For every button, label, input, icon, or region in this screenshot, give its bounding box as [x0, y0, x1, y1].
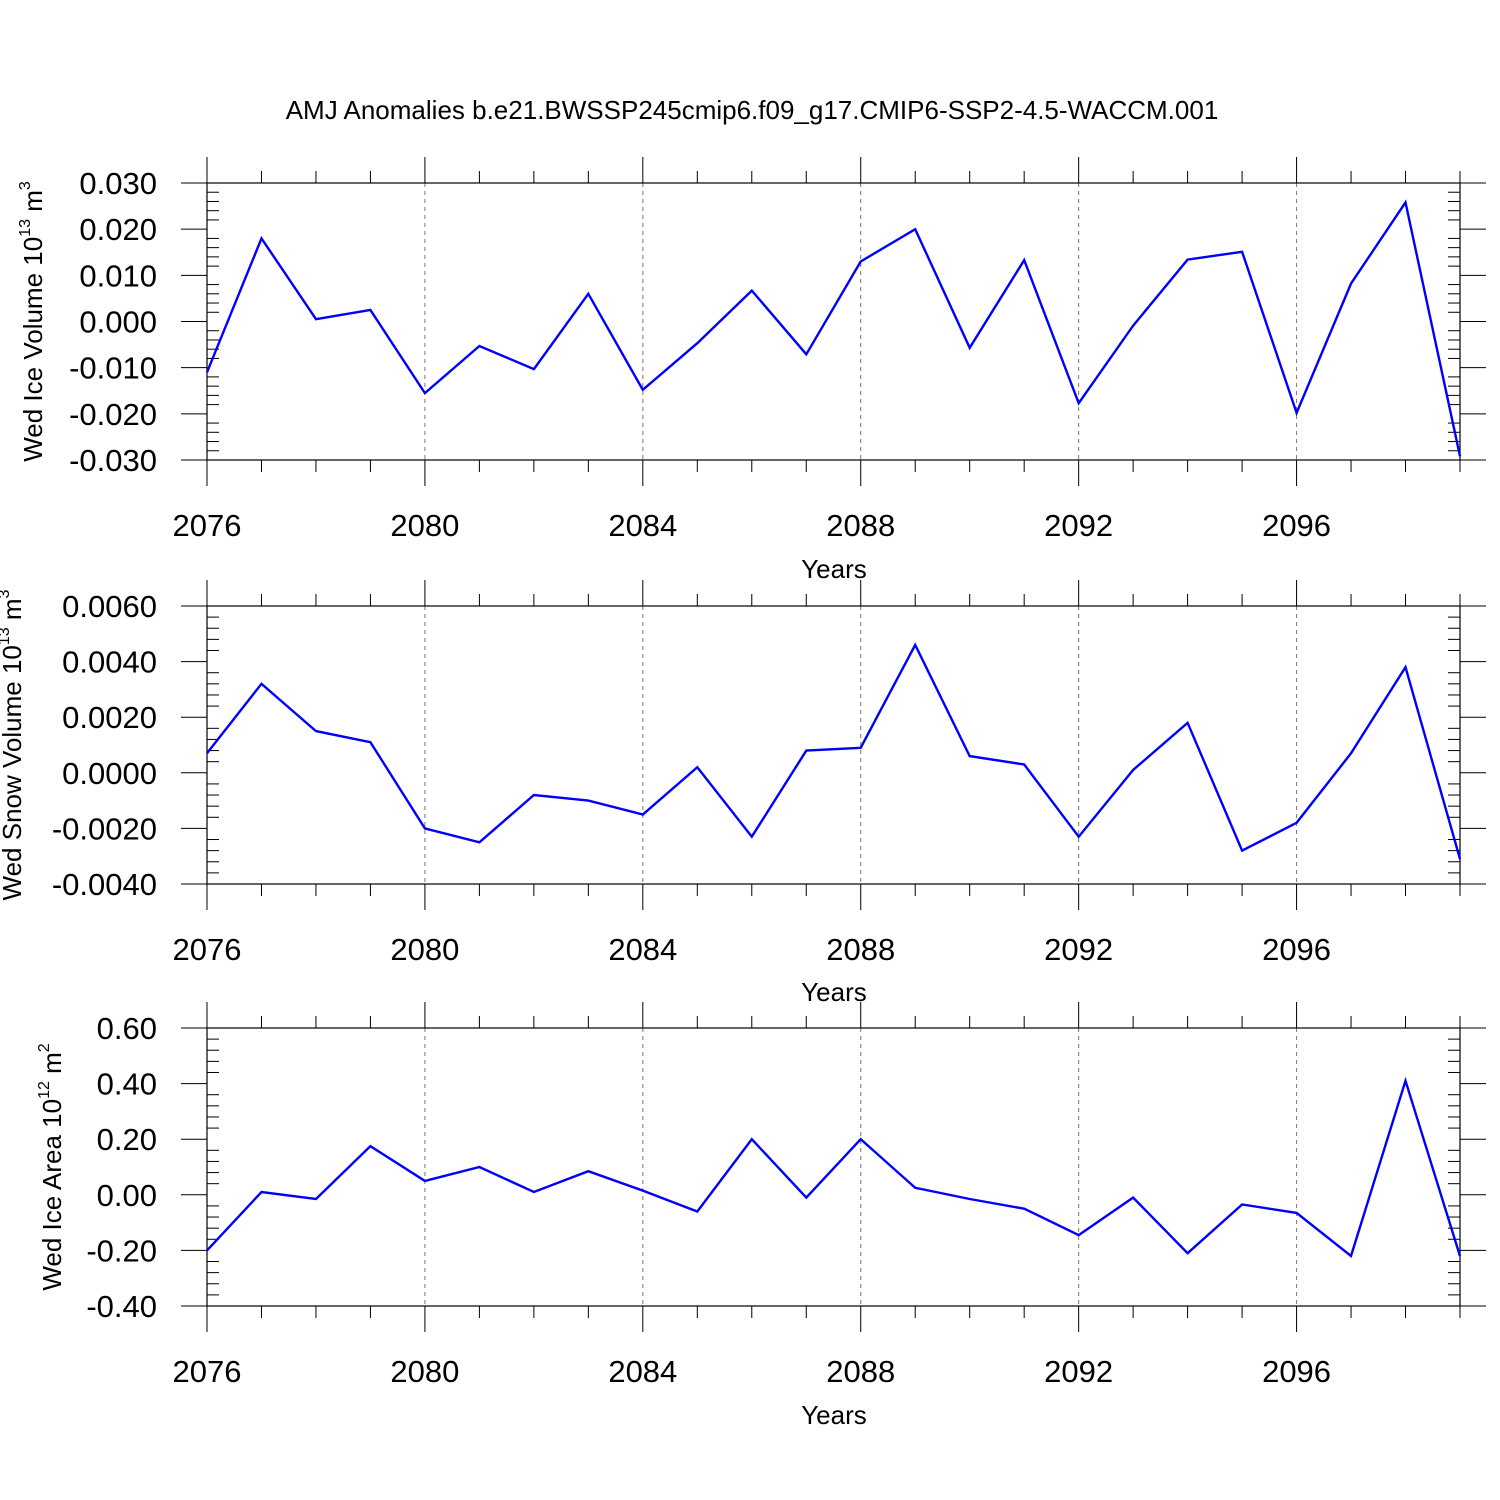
y-tick-label: 0.00 [97, 1178, 157, 1213]
x-tick-label: 2096 [1262, 1354, 1331, 1389]
y-axis-label: Wed Ice Volume 1013 m3 [17, 181, 48, 462]
y-tick-label: -0.0020 [52, 811, 157, 846]
plot-frame [206, 182, 1461, 461]
x-tick-label: 2096 [1262, 932, 1331, 967]
y-axis-label: Wed Ice Area 1012 m2 [36, 1043, 67, 1290]
x-axis-label: Years [801, 1400, 867, 1430]
x-tick-label: 2080 [390, 1354, 459, 1389]
x-tick-label: 2096 [1262, 508, 1331, 543]
y-tick-label: 0.000 [79, 305, 157, 340]
x-tick-label: 2076 [173, 1354, 242, 1389]
panel-snow-volume: 2076 2080 2084 2088 2092 2096 -0.0040 -0.0020 0.… [0, 580, 1486, 1007]
y-tick-label: -0.030 [69, 443, 157, 478]
y-tick-label: -0.020 [69, 397, 157, 432]
y-tick-label: 0.0040 [62, 645, 157, 680]
x-tick-label: 2088 [826, 932, 895, 967]
y-tick-label: 0.60 [97, 1011, 157, 1046]
x-tick-label: 2080 [390, 508, 459, 543]
x-tick-label: 2076 [173, 508, 242, 543]
y-tick-label: 0.010 [79, 258, 157, 293]
plot-frame [206, 605, 1461, 885]
y-tick-label: 0.40 [97, 1067, 157, 1102]
x-tick-label: 2088 [826, 1354, 895, 1389]
y-tick-label: 0.020 [79, 212, 157, 247]
plot-frame [206, 1027, 1461, 1307]
y-tick-label: 0.0020 [62, 700, 157, 735]
y-tick-label: -0.0040 [52, 867, 157, 902]
x-tick-label: 2092 [1044, 932, 1113, 967]
x-tick-label: 2088 [826, 508, 895, 543]
x-axis-label: Years [801, 554, 867, 584]
y-tick-label: -0.20 [86, 1233, 157, 1268]
x-tick-label: 2084 [608, 508, 677, 543]
x-tick-label: 2084 [608, 932, 677, 967]
y-axis-label: Wed Snow Volume 1013 m3 [0, 589, 27, 900]
series-line [206, 642, 1462, 860]
series-line [205, 199, 1462, 457]
y-tick-label: -0.40 [86, 1289, 157, 1324]
series-line [206, 1076, 1462, 1259]
y-tick-label: 0.030 [79, 166, 157, 201]
y-tick-label: -0.010 [69, 351, 157, 386]
figure-title: AMJ Anomalies b.e21.BWSSP245cmip6.f09_g1… [286, 95, 1219, 125]
y-tick-label: 0.0000 [62, 756, 157, 791]
x-tick-label: 2092 [1044, 1354, 1113, 1389]
y-tick-label: 0.0060 [62, 589, 157, 624]
x-tick-label: 2080 [390, 932, 459, 967]
x-tick-label: 2084 [608, 1354, 677, 1389]
x-axis-label: Years [801, 977, 867, 1007]
x-tick-label: 2092 [1044, 508, 1113, 543]
panel-ice-volume: 2076 2080 2084 2088 2092 2096 -0.030 -0.020 -0.0… [17, 157, 1486, 584]
y-tick-label: 0.20 [97, 1122, 157, 1157]
panel-ice-area: 2076 2080 2084 2088 2092 2096 -0.40 -0.20 0.00 0.… [36, 1002, 1486, 1430]
x-tick-label: 2076 [173, 932, 242, 967]
